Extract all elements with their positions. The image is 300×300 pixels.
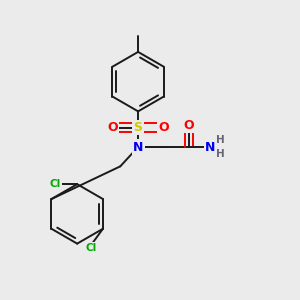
Text: H: H bbox=[216, 148, 225, 159]
Text: O: O bbox=[158, 121, 169, 134]
Text: Cl: Cl bbox=[49, 179, 61, 189]
Text: O: O bbox=[183, 119, 194, 132]
Text: O: O bbox=[107, 121, 118, 134]
Text: N: N bbox=[205, 140, 215, 154]
Text: N: N bbox=[133, 140, 143, 154]
Text: H: H bbox=[216, 136, 225, 146]
Text: Cl: Cl bbox=[85, 243, 97, 253]
Text: S: S bbox=[134, 121, 142, 134]
